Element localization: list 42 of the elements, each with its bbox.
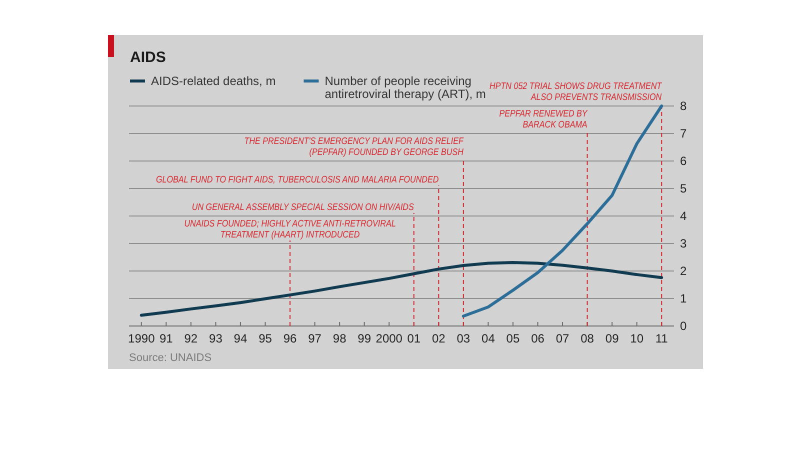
x-tick-label: 09 (605, 332, 620, 346)
x-tick-label: 1990 (128, 332, 156, 346)
x-tick-label: 92 (184, 332, 198, 346)
x-tick-label: 07 (556, 332, 570, 346)
x-tick-label: 98 (332, 332, 347, 346)
x-tick-label: 93 (209, 332, 223, 346)
ref-line-label: UN GENERAL ASSEMBLY SPECIAL SESSION ON HIV/AIDS (192, 201, 414, 212)
y-tick-label: 7 (680, 126, 687, 140)
y-tick-label: 3 (680, 236, 687, 250)
source-note: Source: UNAIDS (129, 352, 212, 364)
x-tick-label: 01 (407, 332, 421, 346)
x-tick-label: 94 (234, 332, 248, 346)
ref-line-label: UNAIDS FOUNDED; HIGHLY ACTIVE ANTI-RETROVIRAL TREATMENT (HAART) INTRODUCED (184, 218, 396, 240)
y-tick-label: 4 (680, 208, 687, 223)
x-tick-label: 11 (655, 332, 668, 346)
x-tick-label: 2000 (376, 332, 403, 346)
x-tick-label: 03 (456, 332, 470, 346)
y-tick-label: 8 (680, 98, 687, 113)
x-tick-label: 96 (283, 332, 298, 346)
x-tick-label: 91 (159, 332, 174, 346)
x-tick-label: 02 (432, 332, 446, 346)
x-tick-label: 08 (580, 332, 594, 346)
x-tick-label: 95 (258, 332, 272, 346)
ref-line-label: GLOBAL FUND TO FIGHT AIDS, TUBERCULOSIS AND MALARIA FOUNDED (156, 174, 440, 185)
x-tick-label: 97 (308, 332, 322, 346)
x-tick-label: 10 (630, 332, 644, 346)
x-tick-label: 05 (506, 332, 520, 346)
line-series (140, 260, 664, 317)
y-tick-label: 5 (680, 181, 687, 196)
x-tick-label: 04 (482, 332, 496, 346)
ref-line-label: THE PRESIDENT'S EMERGENCY PLAN FOR AIDS RELIEF (PEPFAR) FOUNDED BY GEORGE BUSH (244, 135, 464, 158)
chart-title: AIDS (130, 49, 166, 66)
y-tick-label: 6 (680, 154, 687, 168)
ref-line-label: HPTN 052 TRIAL SHOWS DRUG TREATMENT ALSO PREVENTS TRANSMISSION (490, 80, 662, 102)
legend-label: AIDS-related deaths, m (151, 74, 276, 88)
x-tick-label: 06 (531, 332, 545, 346)
y-tick-label: 2 (680, 264, 687, 278)
y-tick-label: 0 (680, 318, 687, 333)
ref-line-label: PEPFAR RENEWED BY BARACK OBAMA (499, 108, 588, 130)
y-tick-label: 1 (680, 291, 687, 306)
x-tick-label: 99 (358, 332, 372, 346)
legend-label: Number of people receiving antiretroviral therapy (ART), m (324, 74, 486, 101)
